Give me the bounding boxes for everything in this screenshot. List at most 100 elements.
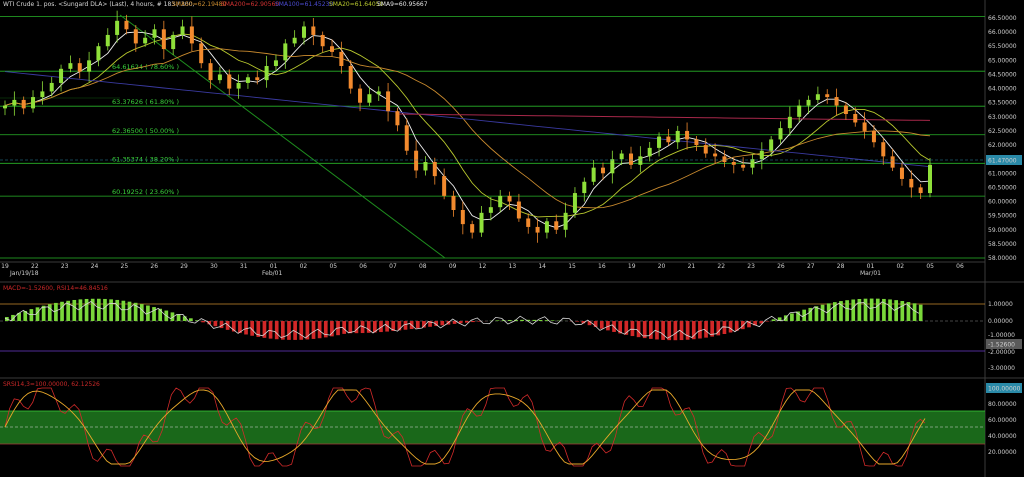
candle-body <box>843 105 848 114</box>
candle-body <box>451 195 456 210</box>
macd-bar <box>281 321 285 340</box>
macd-bar <box>618 321 623 334</box>
candle-body <box>629 153 634 165</box>
header-symbol: WTI Crude 1. pos. <Sungard DLA> (Last), … <box>3 1 194 8</box>
time-tick: 01 <box>270 263 278 270</box>
stoch-rsi-panel: SRSI14,3=100.00000, 62.12526 100.00000 8… <box>0 377 1024 467</box>
time-axis: 19 22 23 24 25 26 29 30 31 01 02 05 06 07 08 09 12 13 14 15… <box>1 263 964 277</box>
candle-body <box>750 159 755 168</box>
price-tick: 64.50000 <box>988 71 1017 78</box>
candle-body <box>255 77 260 81</box>
candle-body <box>49 82 54 92</box>
candle-body <box>96 46 101 61</box>
time-tick: 31 <box>240 263 248 270</box>
time-period: Jan/19/18 <box>9 270 39 277</box>
candle-body <box>825 94 830 98</box>
time-tick: 26 <box>150 263 158 270</box>
macd-bar <box>287 321 291 340</box>
macd-bar <box>655 321 659 340</box>
macd-bar <box>47 304 52 321</box>
time-tick: 06 <box>956 263 964 270</box>
macd-bar <box>845 300 849 321</box>
time-tick: 05 <box>329 263 337 270</box>
fibonacci-levels: 64.61624 ( 78.60% ) 63.37626 ( 61.80% ) 62… <box>0 16 985 259</box>
candle-body <box>292 37 297 44</box>
macd-bar <box>716 321 721 336</box>
price-tick: 59.50000 <box>988 213 1017 220</box>
macd-bar <box>575 321 580 322</box>
macd-bar <box>274 321 279 340</box>
macd-bar <box>305 321 310 340</box>
macd-bar <box>219 321 224 329</box>
candle-body <box>488 207 493 213</box>
stoch-d-line <box>4 389 926 465</box>
macd-bar <box>256 321 261 337</box>
macd-bar <box>532 319 537 321</box>
fib-level-label: 64.61624 ( 78.60% ) <box>112 63 179 71</box>
candle-body <box>40 91 45 98</box>
macd-bar <box>403 321 408 330</box>
candle-body <box>395 111 400 126</box>
rsi-line <box>4 301 920 339</box>
candle-body <box>199 43 204 64</box>
macd-bar <box>912 303 917 321</box>
candle-body <box>87 60 92 72</box>
stoch-label: SRSI14,3=100.00000, 62.12526 <box>3 381 100 388</box>
time-tick: 14 <box>538 263 546 270</box>
macd-bar <box>225 321 230 330</box>
macd-bar <box>630 321 635 337</box>
macd-bar <box>495 320 500 321</box>
macd-bar <box>863 298 868 321</box>
candle-body <box>31 97 36 109</box>
price-tick: 65.50000 <box>988 43 1017 50</box>
macd-bar <box>875 298 880 321</box>
time-tick: 25 <box>121 263 129 270</box>
time-tick: 22 <box>717 263 725 270</box>
candle-body <box>442 176 447 196</box>
candle-body <box>171 34 176 50</box>
stoch-tick: 60.00000 <box>988 417 1017 424</box>
candle-body <box>834 97 839 106</box>
candle-body <box>273 60 278 66</box>
candle-body <box>367 94 372 103</box>
candle-body <box>516 201 521 219</box>
macd-bar <box>673 321 678 341</box>
price-tick: 58.00000 <box>988 255 1017 262</box>
candle-body <box>544 221 549 233</box>
time-tick: 15 <box>568 263 576 270</box>
candle-body <box>862 122 867 131</box>
macd-bar <box>231 321 236 332</box>
macd-bar <box>262 321 267 338</box>
macd-bar <box>857 298 862 321</box>
time-tick: 21 <box>688 263 696 270</box>
candle-body <box>918 187 923 194</box>
candle-body <box>582 181 587 194</box>
candle-body <box>703 145 708 154</box>
macd-bar <box>698 321 702 339</box>
macd-bar <box>342 321 347 334</box>
candle-body <box>600 167 605 174</box>
time-tick: 09 <box>449 263 457 270</box>
candle-body <box>386 91 391 112</box>
macd-bar <box>238 321 242 334</box>
macd-bar <box>894 300 899 321</box>
candle-body <box>498 195 503 208</box>
time-period: Feb/01 <box>262 270 282 277</box>
trend-line-down <box>119 14 446 259</box>
candle-body <box>881 142 886 157</box>
sma20-line <box>4 33 931 218</box>
candle-body <box>227 74 232 89</box>
candle-body <box>189 26 194 44</box>
macd-tick: -1.00000 <box>988 332 1015 339</box>
macd-bar <box>599 321 604 329</box>
price-tick: 66.50000 <box>988 15 1017 22</box>
candle-body <box>815 94 820 100</box>
macd-bar <box>330 321 334 337</box>
macd-bar <box>109 299 113 321</box>
macd-bar <box>434 321 439 327</box>
macd-bar <box>587 321 592 326</box>
macd-bar <box>814 306 819 321</box>
time-tick: 08 <box>419 263 427 270</box>
macd-tick: 0.00000 <box>988 318 1013 325</box>
candle-body <box>853 114 858 123</box>
